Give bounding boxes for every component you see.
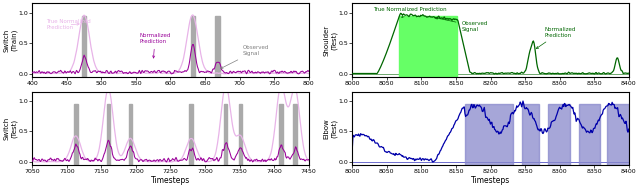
Text: Normalized
Prediction: Normalized Prediction — [140, 33, 171, 58]
Text: True Normalized Prediction: True Normalized Prediction — [373, 7, 447, 17]
X-axis label: Timesteps: Timesteps — [151, 176, 190, 185]
Y-axis label: Switch
(Test): Switch (Test) — [3, 117, 17, 140]
Bar — [522, 104, 539, 165]
Bar — [548, 104, 570, 165]
Bar — [107, 104, 110, 165]
Bar — [607, 104, 628, 165]
Bar — [224, 104, 227, 165]
Y-axis label: Switch
(Train): Switch (Train) — [3, 29, 17, 52]
Bar — [74, 104, 77, 165]
Y-axis label: Shoulder
(Test): Shoulder (Test) — [323, 25, 337, 56]
Text: Observed
Signal: Observed Signal — [435, 17, 488, 32]
Bar — [189, 104, 193, 165]
X-axis label: Timesteps: Timesteps — [471, 176, 510, 185]
Bar — [82, 16, 86, 77]
Bar — [465, 104, 513, 165]
Bar — [293, 104, 296, 165]
Text: True Normalized
Prediction: True Normalized Prediction — [46, 20, 91, 30]
Bar — [399, 16, 458, 77]
Bar — [279, 104, 283, 165]
Bar — [191, 16, 195, 77]
Text: Observed
Signal: Observed Signal — [221, 45, 269, 69]
Bar — [579, 104, 600, 165]
Text: Normalized
Prediction: Normalized Prediction — [536, 27, 576, 49]
Bar — [239, 104, 242, 165]
Y-axis label: Elbow
(Test): Elbow (Test) — [323, 118, 337, 139]
Bar — [216, 16, 220, 77]
Bar — [129, 104, 132, 165]
